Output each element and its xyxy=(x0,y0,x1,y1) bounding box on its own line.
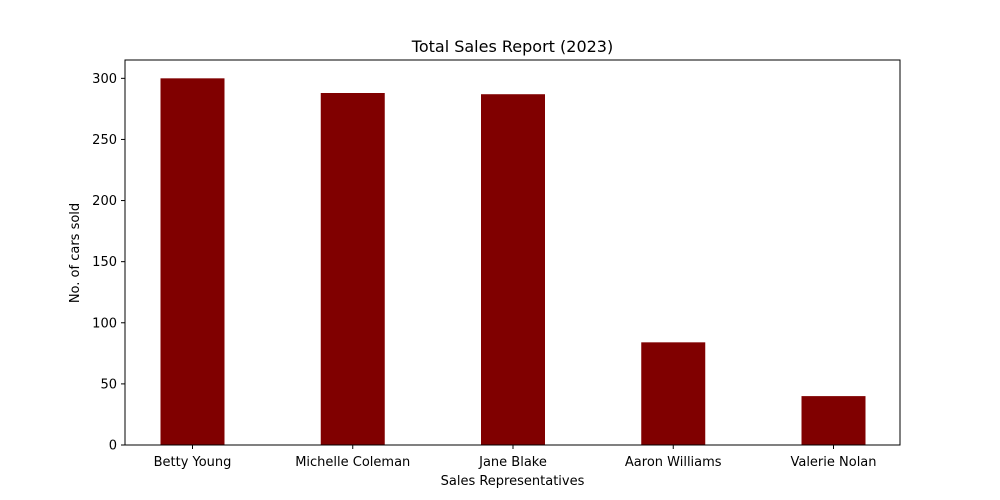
bars-layer xyxy=(160,78,866,445)
y-tick-label: 50 xyxy=(100,377,117,392)
y-tick-label: 100 xyxy=(92,316,117,331)
x-axis-label: Sales Representatives xyxy=(441,474,585,489)
x-tick-label: Valerie Nolan xyxy=(790,455,876,470)
y-tick-label: 200 xyxy=(92,194,117,209)
x-tick-label: Michelle Coleman xyxy=(295,455,410,470)
bar-aaron-williams xyxy=(641,342,706,445)
y-tick-label: 250 xyxy=(92,133,117,148)
plot-frame xyxy=(124,59,901,446)
x-tick-label: Aaron Williams xyxy=(625,455,722,470)
y-axis: 0 50 100 150 200 250 300 xyxy=(92,72,125,454)
x-tick-label: Betty Young xyxy=(154,455,232,470)
bar-jane-blake xyxy=(481,94,545,445)
bar-michelle-coleman xyxy=(320,93,385,445)
x-tick-label: Jane Blake xyxy=(478,455,547,470)
x-axis: Betty Young Michelle Coleman Jane Blake Aar… xyxy=(154,445,877,470)
chart-title: Total Sales Report (2023) xyxy=(411,37,613,56)
bar-valerie-nolan xyxy=(801,396,866,445)
y-tick-label: 0 xyxy=(109,439,117,454)
y-tick-label: 300 xyxy=(92,72,117,87)
bar-betty-young xyxy=(160,78,225,445)
y-axis-label: No. of cars sold xyxy=(68,203,83,303)
y-tick-label: 150 xyxy=(92,255,117,270)
